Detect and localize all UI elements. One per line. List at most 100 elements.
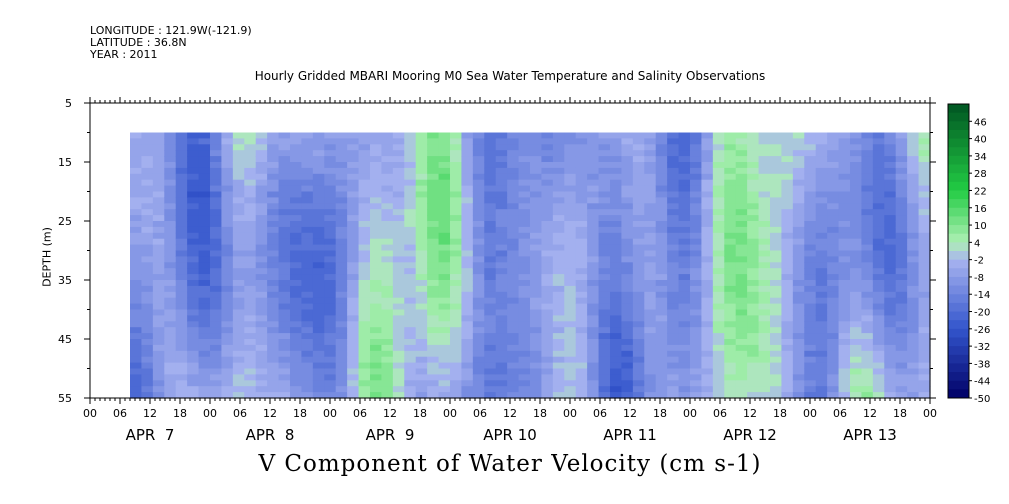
heatmap-cell: [438, 226, 451, 234]
heatmap-cell: [244, 374, 257, 381]
heatmap-cell: [324, 356, 337, 364]
heatmap-cell: [210, 392, 223, 399]
heatmap-cell: [461, 150, 474, 157]
heatmap-cell: [575, 215, 588, 222]
heatmap-cell: [358, 138, 371, 145]
heatmap-cell: [347, 315, 360, 322]
heatmap-cell: [507, 309, 520, 316]
heatmap-cell: [427, 232, 440, 240]
heatmap-cell: [495, 309, 508, 316]
heatmap-cell: [198, 374, 211, 381]
heatmap-cell: [324, 344, 337, 352]
heatmap-cell: [335, 226, 348, 234]
heatmap-cell: [735, 374, 748, 381]
heatmap-cell: [244, 315, 257, 322]
heatmap-cell: [495, 350, 508, 358]
heatmap-cell: [781, 327, 794, 334]
heatmap-cell: [381, 244, 394, 252]
heatmap-cell: [335, 374, 348, 381]
heatmap-cell: [792, 285, 805, 293]
x-tick-label: 00: [203, 407, 217, 420]
heatmap-cell: [358, 262, 371, 269]
heatmap-cell: [632, 285, 645, 293]
heatmap-cell: [690, 268, 703, 275]
heatmap-cell: [850, 333, 863, 340]
heatmap-cell: [644, 321, 657, 328]
heatmap-cell: [358, 221, 371, 228]
heatmap-cell: [370, 250, 383, 257]
heatmap-cell: [792, 303, 805, 311]
heatmap-cell: [918, 380, 931, 387]
heatmap-cell: [278, 362, 291, 370]
x-tick-label: 00: [803, 407, 817, 420]
heatmap-cell: [781, 203, 794, 210]
heatmap-cell: [621, 226, 634, 234]
heatmap-cell: [701, 291, 714, 299]
heatmap-cell: [141, 197, 154, 204]
heatmap-cell: [621, 356, 634, 364]
heatmap-cell: [804, 309, 817, 316]
heatmap-cell: [678, 368, 691, 375]
heatmap-cell: [221, 191, 234, 198]
heatmap-cell: [335, 179, 348, 187]
heatmap-cell: [495, 173, 508, 181]
heatmap-cell: [152, 144, 165, 151]
heatmap-cell: [575, 280, 588, 287]
heatmap-cell: [850, 215, 863, 222]
heatmap-cell: [335, 274, 348, 281]
heatmap-cell: [655, 156, 668, 163]
heatmap-cell: [884, 221, 897, 228]
heatmap-cell: [587, 162, 600, 169]
heatmap-cell: [530, 179, 543, 187]
heatmap-cell: [152, 138, 165, 145]
heatmap-cell: [152, 392, 165, 399]
heatmap-cell: [541, 380, 554, 387]
heatmap-cell: [461, 374, 474, 381]
heatmap-cell: [552, 268, 565, 275]
heatmap-cell: [530, 238, 543, 246]
heatmap-cell: [450, 333, 463, 340]
heatmap-cell: [427, 362, 440, 370]
heatmap-cell: [461, 256, 474, 263]
heatmap-cell: [335, 250, 348, 257]
heatmap-cell: [461, 226, 474, 234]
heatmap-cell: [827, 132, 840, 139]
heatmap-cell: [495, 221, 508, 228]
heatmap-cell: [861, 315, 874, 322]
heatmap-cell: [370, 162, 383, 169]
heatmap-cell: [335, 362, 348, 370]
heatmap-cell: [175, 167, 188, 175]
heatmap-cell: [735, 179, 748, 187]
heatmap-cell: [712, 226, 725, 234]
heatmap-cell: [130, 209, 143, 216]
heatmap-cell: [324, 262, 337, 269]
heatmap-cell: [267, 350, 280, 358]
heatmap-cell: [187, 291, 200, 299]
heatmap-cell: [221, 321, 234, 328]
heatmap-cell: [861, 368, 874, 375]
heatmap-cell: [301, 185, 314, 193]
heatmap-cell: [141, 226, 154, 234]
heatmap-cell: [415, 238, 428, 246]
heatmap-cell: [895, 356, 908, 364]
heatmap-cell: [450, 374, 463, 381]
heatmap-cell: [575, 185, 588, 193]
heatmap-cell: [884, 173, 897, 181]
heatmap-cell: [850, 309, 863, 316]
heatmap-cell: [632, 167, 645, 175]
heatmap-cell: [164, 262, 177, 269]
heatmap-cell: [175, 350, 188, 358]
heatmap-cell: [198, 285, 211, 293]
heatmap-cell: [541, 150, 554, 157]
heatmap-cell: [232, 309, 245, 316]
heatmap-cell: [827, 215, 840, 222]
heatmap-cell: [610, 197, 623, 204]
heatmap-cell: [130, 197, 143, 204]
heatmap-cell: [735, 392, 748, 399]
heatmap-cell: [312, 321, 325, 328]
heatmap-cell: [381, 215, 394, 222]
heatmap-cell: [461, 274, 474, 281]
heatmap-cell: [701, 285, 714, 293]
heatmap-cell: [290, 162, 303, 169]
heatmap-cell: [312, 185, 325, 193]
